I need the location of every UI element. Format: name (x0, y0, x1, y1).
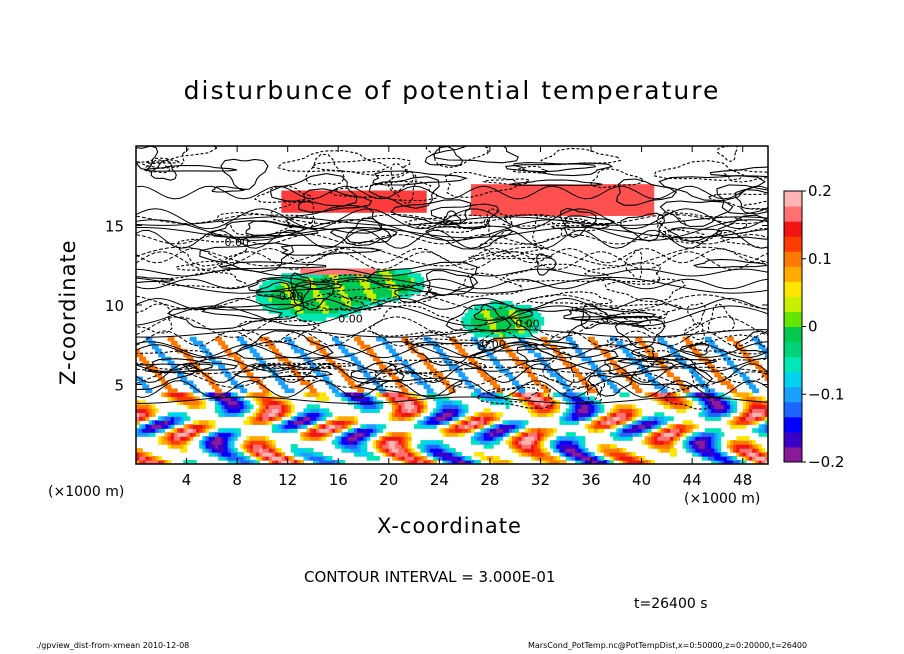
colorbar-segment (784, 326, 802, 343)
contour-interval-text: CONTOUR INTERVAL = 3.000E-01 (304, 568, 556, 586)
x-unit-left: (×1000 m) (48, 484, 125, 500)
contour-label: -0.00 (275, 290, 303, 303)
colorbar-segment (784, 416, 802, 433)
x-tick-label: 16 (329, 471, 348, 489)
x-tick-label: 28 (480, 471, 499, 489)
heatmap-field (136, 184, 768, 464)
x-tick-label: 32 (531, 471, 550, 489)
colorbar-tick-label: −0.1 (808, 385, 844, 403)
colorbar-segment (784, 341, 802, 358)
colorbar-segment (784, 191, 802, 207)
footer-right: MarsCond_PotTemp.nc@PotTempDist,x=0:5000… (528, 641, 808, 650)
contour-label: 0.00 (224, 236, 249, 249)
colorbar-segment (784, 206, 802, 222)
y-axis: 5 10 15 (105, 218, 768, 395)
x-tick-label: 44 (683, 471, 702, 489)
colorbar-tick-label: 0.2 (808, 182, 832, 200)
colorbar-segment (784, 371, 802, 388)
colorbar-segment (784, 236, 802, 252)
y-tick-label: 15 (105, 218, 124, 236)
x-tick-label: 8 (232, 471, 242, 489)
colorbar-segment (784, 251, 802, 267)
mid-band (300, 268, 377, 275)
contour-lines: -0.00 0.00 0.00 -0.00 0.00 (136, 146, 768, 410)
colorbar-segment (784, 431, 802, 448)
x-tick-label: 12 (278, 471, 297, 489)
time-label: t=26400 s (634, 596, 708, 612)
colorbar-tick-label: 0 (808, 318, 818, 336)
colorbar-segment (784, 296, 802, 312)
colorbar-segment (784, 266, 802, 282)
x-tick-label: 36 (581, 471, 600, 489)
y-tick-label: 5 (114, 377, 124, 395)
x-tick-label: 20 (379, 471, 398, 489)
chart-title: disturbunce of potential temperature (183, 76, 721, 105)
colorbar-tick-label: −0.2 (808, 453, 844, 471)
colorbar-segment (784, 311, 802, 327)
y-tick-label: 10 (105, 297, 124, 315)
x-unit-right: (×1000 m) (684, 491, 761, 507)
footer-left: ./gpview_dist-from-xmean 2010-12-08 (36, 641, 190, 650)
colorbar-segment (784, 446, 802, 463)
contour-label: 0.00 (515, 317, 540, 330)
x-axis-label: X-coordinate (377, 514, 522, 538)
x-tick-label: 48 (733, 471, 752, 489)
colorbar-tick-label: 0.1 (808, 250, 832, 268)
x-axis: 4 8 12 16 20 24 28 32 36 40 44 48 (182, 146, 752, 489)
y-axis-label: Z-coordinate (56, 239, 80, 385)
colorbar-segment (784, 401, 802, 418)
contour-label: -0.00 (477, 338, 505, 351)
x-tick-label: 40 (632, 471, 651, 489)
colorbar: 0.2 0.1 0 −0.1 −0.2 (783, 182, 844, 471)
colorbar-segment (784, 356, 802, 373)
colorbar-segment (784, 281, 802, 297)
contour-label: 0.00 (338, 312, 363, 325)
x-tick-label: 24 (430, 471, 449, 489)
x-tick-label: 4 (182, 471, 192, 489)
colorbar-segment (784, 386, 802, 403)
colorbar-segment (784, 221, 802, 237)
